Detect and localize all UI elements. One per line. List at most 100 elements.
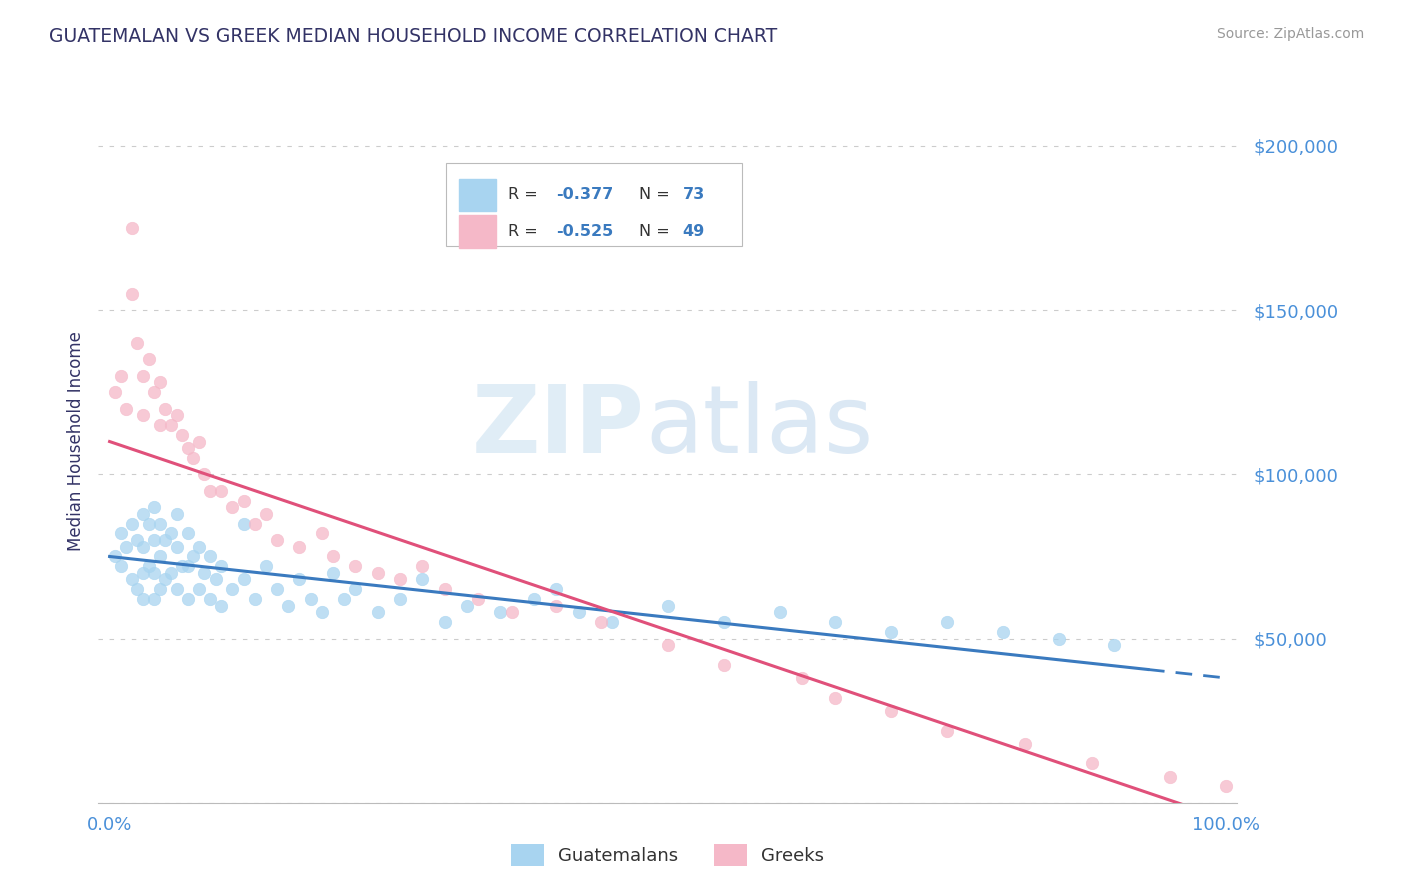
Point: [433, 582, 456, 597]
Point: [456, 599, 478, 613]
Text: ZIP: ZIP: [472, 381, 645, 473]
Point: [824, 615, 846, 630]
Point: [204, 573, 226, 587]
Point: [266, 533, 288, 547]
Point: [880, 625, 903, 640]
Point: [243, 592, 266, 607]
Point: [160, 566, 183, 580]
Point: [127, 582, 149, 597]
Text: -0.377: -0.377: [557, 187, 613, 202]
Point: [243, 516, 266, 531]
Point: [768, 605, 790, 619]
Point: [880, 704, 903, 718]
Point: [344, 582, 367, 597]
Point: [388, 573, 411, 587]
Point: [138, 516, 160, 531]
Point: [277, 599, 299, 613]
Text: R =: R =: [509, 187, 543, 202]
Point: [143, 385, 166, 400]
Point: [501, 605, 523, 619]
Point: [824, 690, 846, 705]
Point: [232, 573, 254, 587]
Y-axis label: Median Household Income: Median Household Income: [66, 332, 84, 551]
Point: [132, 592, 155, 607]
Point: [121, 221, 143, 235]
Point: [266, 582, 288, 597]
Point: [121, 573, 143, 587]
Point: [288, 573, 311, 587]
Point: [367, 605, 389, 619]
Point: [104, 549, 127, 564]
Point: [546, 582, 568, 597]
Point: [187, 540, 209, 554]
Point: [209, 483, 232, 498]
Point: [991, 625, 1014, 640]
Point: [160, 526, 183, 541]
Legend: Guatemalans, Greeks: Guatemalans, Greeks: [505, 837, 831, 873]
Point: [193, 566, 215, 580]
Point: [489, 605, 512, 619]
Point: [198, 592, 221, 607]
Point: [790, 671, 813, 685]
Point: [209, 559, 232, 574]
Point: [713, 657, 735, 672]
Text: N =: N =: [640, 187, 675, 202]
Point: [132, 409, 155, 423]
Point: [155, 533, 177, 547]
Point: [1215, 780, 1237, 794]
Point: [936, 723, 959, 738]
Point: [322, 566, 344, 580]
Point: [172, 559, 194, 574]
Point: [127, 533, 149, 547]
Point: [132, 566, 155, 580]
Point: [1159, 770, 1181, 784]
Point: [149, 418, 172, 433]
Point: [110, 368, 132, 383]
Text: Source: ZipAtlas.com: Source: ZipAtlas.com: [1216, 27, 1364, 41]
Point: [221, 582, 243, 597]
Point: [132, 368, 155, 383]
Point: [344, 559, 367, 574]
Point: [193, 467, 215, 482]
Point: [121, 286, 143, 301]
Point: [209, 599, 232, 613]
Point: [936, 615, 959, 630]
Point: [187, 582, 209, 597]
Text: R =: R =: [509, 224, 543, 239]
Point: [166, 540, 188, 554]
Point: [232, 493, 254, 508]
Point: [288, 540, 311, 554]
Point: [299, 592, 322, 607]
Point: [143, 500, 166, 515]
Text: 73: 73: [683, 187, 704, 202]
Point: [1014, 737, 1036, 751]
Bar: [460, 215, 496, 248]
Point: [177, 441, 200, 455]
Point: [367, 566, 389, 580]
Point: [177, 592, 200, 607]
Point: [177, 526, 200, 541]
Point: [187, 434, 209, 449]
Point: [115, 540, 138, 554]
Point: [110, 526, 132, 541]
Point: [232, 516, 254, 531]
Text: N =: N =: [640, 224, 675, 239]
Point: [657, 599, 679, 613]
Point: [155, 573, 177, 587]
Point: [388, 592, 411, 607]
Point: [198, 549, 221, 564]
Point: [149, 516, 172, 531]
Point: [138, 352, 160, 367]
Point: [132, 540, 155, 554]
Point: [311, 526, 333, 541]
Point: [254, 507, 277, 521]
Point: [567, 605, 589, 619]
Text: -0.525: -0.525: [557, 224, 613, 239]
Point: [411, 559, 433, 574]
Point: [166, 582, 188, 597]
Point: [311, 605, 333, 619]
Point: [104, 385, 127, 400]
Point: [411, 573, 433, 587]
Point: [322, 549, 344, 564]
Point: [1047, 632, 1070, 646]
